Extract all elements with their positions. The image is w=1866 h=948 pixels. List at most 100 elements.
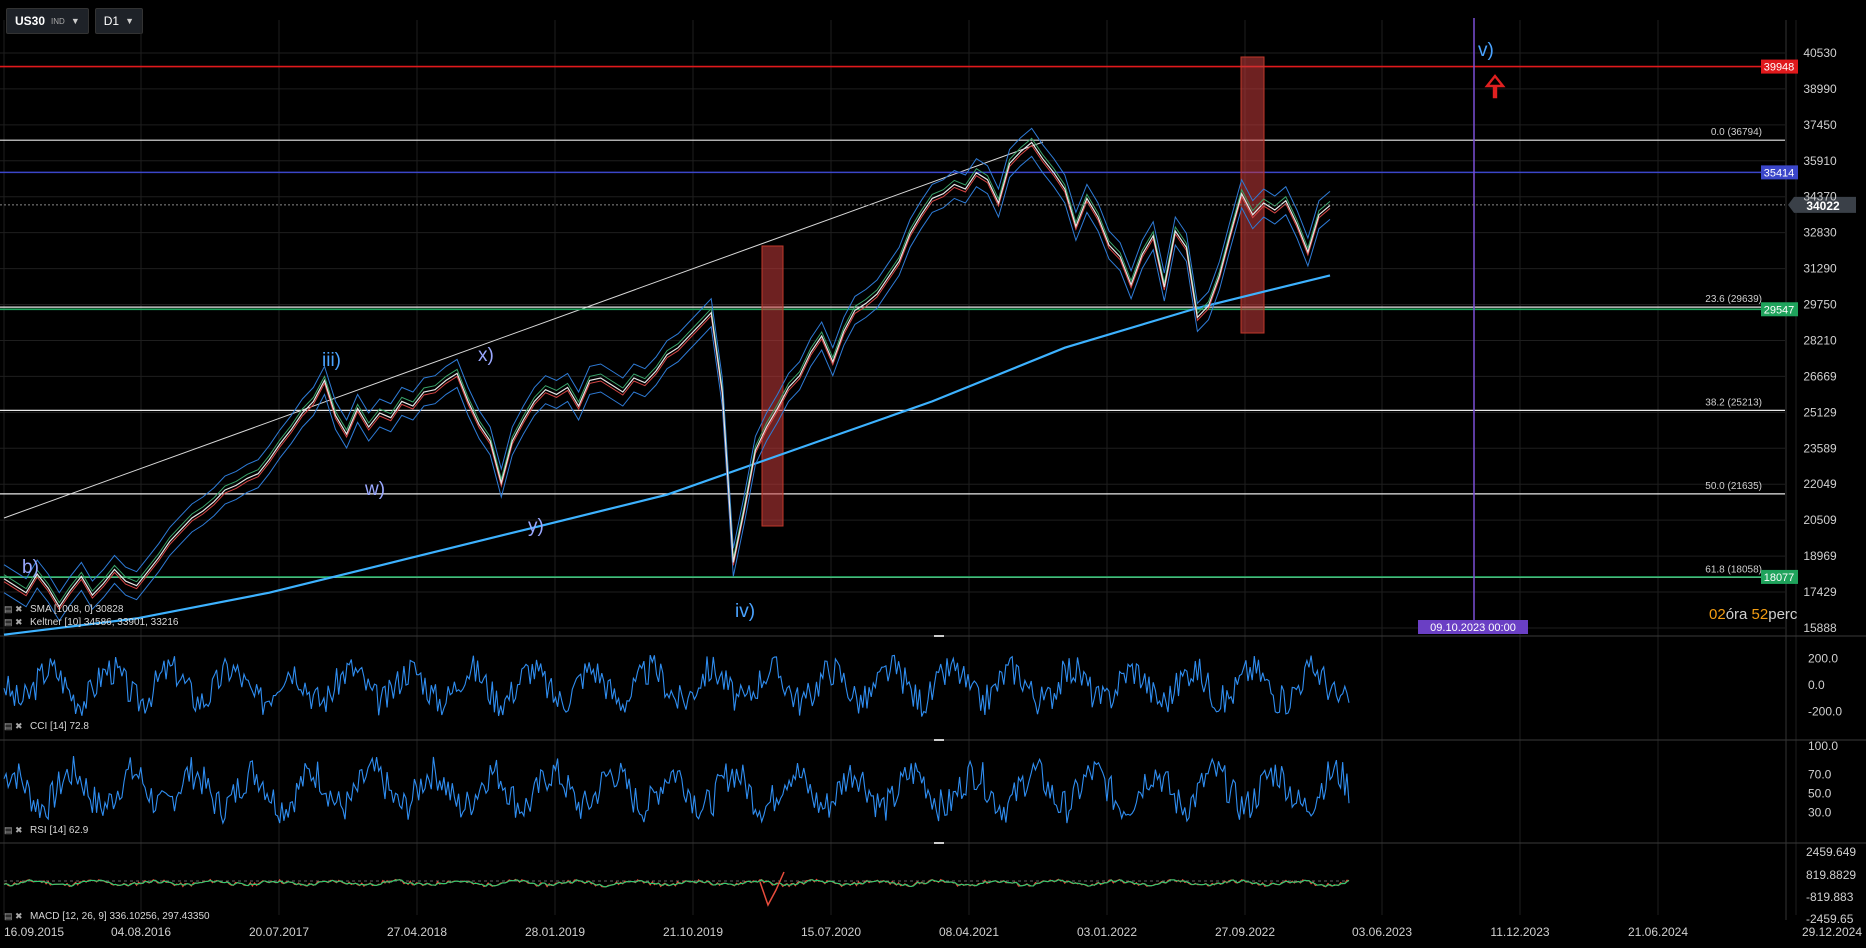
legend-entry: Keltner [10] 34586, 33901, 33216 [30,617,179,628]
keltner-lower [3,155,1331,622]
price-tick-label: 38990 [1803,82,1837,96]
toolbar: US30 IND ▼ D1 ▼ [6,8,143,34]
price-tick-label: 34370 [1803,190,1837,204]
cci-tick-label: -200.0 [1808,704,1842,718]
macd-tick-label: -819.883 [1806,890,1854,904]
legend-icons: ▤ ✖ [4,604,23,614]
wave-label: b) [22,557,39,578]
axes: 39948 35414 29547 18077 34022 40530 38990 37450… [4,46,1862,939]
macd-dip [759,871,785,907]
date-tick-label: 20.07.2017 [249,925,309,939]
wave-label: v) [1478,40,1494,61]
price-level-label: 39948 [1764,62,1795,74]
timeframe-selector[interactable]: D1 ▼ [94,8,143,34]
fibonacci-label: 23.6 (29639) [1705,294,1762,305]
price-level-tag [1761,302,1798,317]
price-level-tag [1761,569,1798,584]
price-tick-label: 28210 [1803,333,1837,347]
wave-label: w) [364,479,385,500]
current-price-label: 34022 [1806,199,1840,213]
market-label: IND [51,16,65,26]
cci-line [3,654,1350,717]
legend-icons: ▤ ✖ [4,721,23,731]
ma-green [3,137,1331,604]
price-tick-label: 32830 [1803,226,1837,240]
fibonacci-label: 0.0 (36794) [1711,127,1762,138]
macd-main-line [3,879,1350,888]
price-tick-label: 18969 [1803,549,1837,563]
rsi-tick-label: 70.0 [1808,768,1832,782]
cci-legend: CCI [14] 72.8 [30,721,89,732]
rsi-tick-label: 30.0 [1808,806,1832,820]
date-tick-label: 04.08.2016 [111,925,171,939]
keltner-upper [3,127,1331,594]
countdown-minutes: 52 [1751,606,1769,623]
ma-red [3,144,1331,611]
legend-icons: ▤ ✖ [4,825,23,835]
price-tick-label: 26669 [1803,369,1837,383]
candle-countdown: 02óra 52perc [1709,606,1797,623]
trendline [3,141,1044,519]
vertical-marker-tag [1418,620,1528,634]
countdown-hours: 02 [1709,606,1726,623]
date-tick-label: 16.09.2015 [4,925,64,939]
wave-label: x) [478,345,494,366]
legend-icons: ▤ ✖ [4,617,23,627]
date-tick-label: 27.04.2018 [387,925,447,939]
timeframe-label: D1 [103,14,120,28]
date-tick-label: 29.12.2024 [1802,925,1862,939]
macd-tick-label: 2459.649 [1806,845,1856,859]
chart-grid [0,20,1866,920]
fibonacci-label: 61.8 (18058) [1705,564,1762,575]
rsi-tick-label: 50.0 [1808,787,1832,801]
date-tick-label: 21.10.2019 [663,925,723,939]
countdown-minutes-unit: perc [1768,606,1798,623]
price-tick-label: 23589 [1803,441,1837,455]
price-level-tag [1761,59,1798,74]
cci-tick-label: 200.0 [1808,652,1838,666]
date-tick-label: 11.12.2023 [1490,925,1549,939]
price-tick-label: 37450 [1803,118,1837,132]
legend-icons: ▤ ✖ [4,911,23,921]
date-tick-label: 15.07.2020 [801,925,861,939]
cci-tick-label: 0.0 [1808,678,1825,692]
fibonacci-label: 50.0 (21635) [1705,481,1762,492]
symbol-selector[interactable]: US30 IND ▼ [6,8,89,34]
date-tick-label: 03.01.2022 [1077,925,1137,939]
wave-label: iv) [735,601,755,622]
chevron-down-icon: ▼ [125,16,134,26]
date-tick-label: 28.01.2019 [525,925,585,939]
price-tick-label: 22049 [1803,477,1837,491]
indicator-panes: ▤ ✖ CCI [14] 72.8 ▤ ✖ RSI [14] 62.9 ▤ ✖ MACD … [3,654,1350,922]
sma-line [3,274,1331,636]
symbol-label: US30 [15,14,46,28]
price-level-label: 18077 [1764,572,1795,584]
legend-entry: SMA [1008, 0] 30828 [30,604,124,615]
main-price-pane: 0.0 (36794) 23.6 (29639) 38.2 (25213) 50.0 … [0,18,1785,636]
rsi-legend: RSI [14] 62.9 [30,825,89,836]
wave-label: iii) [322,350,341,371]
up-arrow-icon [1484,74,1506,99]
date-tick-label: 08.04.2021 [939,925,999,939]
price-tick-label: 29750 [1803,298,1837,312]
wave-label: y) [528,516,544,537]
rsi-tick-label: 100.0 [1808,739,1838,753]
price-level-label: 29547 [1764,304,1795,316]
macd-legend: MACD [12, 26, 9] 336.10256, 297.43350 [30,911,210,922]
vertical-marker-label: 09.10.2023 00:00 [1430,622,1516,634]
macd-tick-label: -2459.65 [1806,912,1854,926]
price-level-tag [1761,165,1798,180]
macd-tick-label: 819.8829 [1806,868,1856,882]
price-line [3,141,1331,608]
date-tick-label: 21.06.2024 [1628,925,1688,939]
fibonacci-label: 38.2 (25213) [1705,397,1762,408]
current-price-tag [1788,196,1856,213]
price-tick-label: 35910 [1803,154,1837,168]
price-tick-label: 20509 [1803,513,1837,527]
price-level-label: 35414 [1764,167,1795,179]
date-tick-label: 27.09.2022 [1215,925,1275,939]
date-tick-label: 03.06.2023 [1352,925,1412,939]
price-tick-label: 15888 [1803,621,1837,635]
rsi-line [3,756,1350,825]
